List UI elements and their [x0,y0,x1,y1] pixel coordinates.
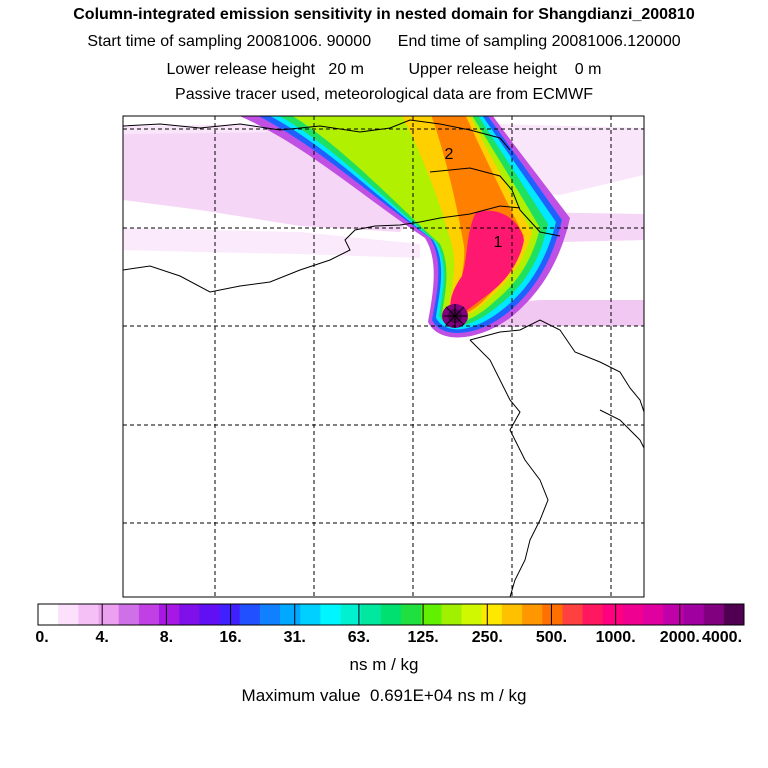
colorbar-cell [239,604,261,625]
colorbar-cell [703,604,725,625]
tracer-info: Passive tracer used, meteorological data… [175,86,593,103]
colorbar-cell [159,604,180,625]
lower-label: Lower release height [166,61,316,78]
coast-east [469,339,549,597]
colorbar-tick-label: 2000. [659,629,700,646]
sampling-times: Start time of sampling 20081006. 90000 E… [0,33,768,51]
colorbar-cell [280,604,301,625]
colorbar-tick-label: 1000. [595,629,636,646]
colorbar-tick-label: 63. [347,629,371,646]
colorbar-cell [138,604,160,625]
colorbar-tick-label: 4000. [701,629,743,646]
colorbar-cell [582,604,604,625]
colorbar-tick-label: 31. [283,629,306,646]
colorbar-cell [723,604,745,625]
colorbar-cell [300,604,321,625]
colorbar-cell [98,604,120,625]
colorbar-tick-label: 125. [407,629,439,646]
lower-value: 20 m [328,61,364,78]
colorbar-cell [542,604,563,625]
colorbar-tick-label: 8. [159,629,174,646]
colorbar-cell [602,604,624,625]
colorbar-cell [421,604,442,625]
colorbar-cells [38,604,745,625]
colorbar-tick-label: 250. [471,629,503,646]
release-site-marker [443,304,467,328]
grid [123,116,644,597]
end-label: End time of sampling [397,33,548,50]
colorbar-tick-label: 16. [219,629,242,646]
border-north [123,119,511,151]
colorbar-cell [481,604,503,625]
coast-bay [469,319,644,413]
start-value: 20081006. 90000 [246,33,372,50]
plume-faint-mid [123,228,420,258]
maximum-value: Maximum value 0.691E+04 ns m / kg [0,686,768,706]
colorbar-cell [663,604,684,625]
colorbar-cell [401,604,422,625]
start-label: Start time of sampling [87,33,243,50]
max-value: 0.691E+04 ns m / kg [370,686,527,705]
colorbar-cell [199,604,221,625]
colorbar-separators [101,604,681,625]
colorbar-cell [683,604,705,625]
colorbar-cell [340,604,362,625]
colorbar-cell [118,604,140,625]
plume-label-1: 1 [494,234,503,251]
upper-value: 0 m [574,61,602,78]
colorbar-tick-label: 4. [95,629,109,646]
colorbar-cell [78,604,100,625]
colorbar-cell [219,604,241,625]
end-value: 20081006.120000 [551,33,681,50]
colorbar-cell [461,604,483,625]
colorbar-cell [441,604,463,625]
colorbar-cell [320,604,342,625]
colorbar-tick-label: 0. [35,629,49,646]
colorbar-cell [360,604,382,625]
colorbar-cell [501,604,523,625]
colorbar-cell [562,604,584,625]
coast-peninsula [599,409,644,449]
colorbar-cell [259,604,281,625]
colorbar-frame [37,603,745,626]
colorbar-cell [179,604,200,625]
map-frame [122,115,645,598]
colorbar-cell [58,604,79,625]
upper-label: Upper release height [408,61,557,78]
colorbar-cell [522,604,543,625]
colorbar-cell [380,604,402,625]
max-label: Maximum value [241,686,361,705]
chart-title: Column-integrated emission sensitivity i… [73,6,695,23]
colorbar-cell [622,604,644,625]
colorbar-units: ns m / kg [349,655,419,674]
colorbar-cell [643,604,664,625]
plume-label-2: 2 [445,146,454,163]
colorbar-cell [38,604,59,625]
plume-core-red [450,210,524,318]
release-heights: Lower release height 20 m Upper release … [0,61,768,79]
border-mid [123,205,521,293]
colorbar-tick-label: 500. [535,629,568,646]
